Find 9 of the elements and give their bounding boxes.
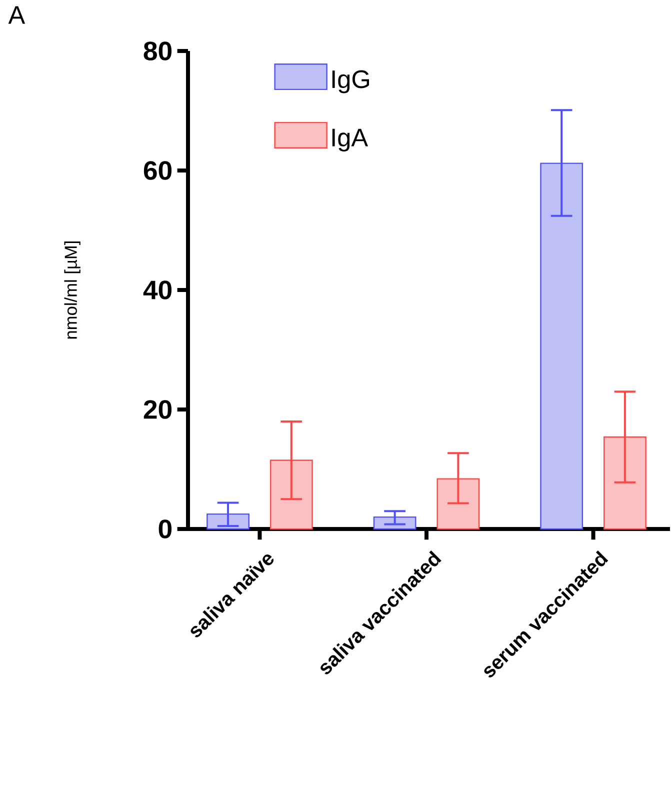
y-tick-label: 20 [144,400,172,419]
legend-label: IgG [332,70,369,94]
y-tick-label: 60 [144,161,172,180]
y-tick-label: 0 [158,520,172,538]
y-tick-label: 80 [144,42,172,60]
y-tick-label: 40 [143,280,172,300]
legend-label: IgA [332,128,368,152]
text: A [8,6,26,24]
y-axis-title: nmol/ml [µM] [64,241,80,339]
